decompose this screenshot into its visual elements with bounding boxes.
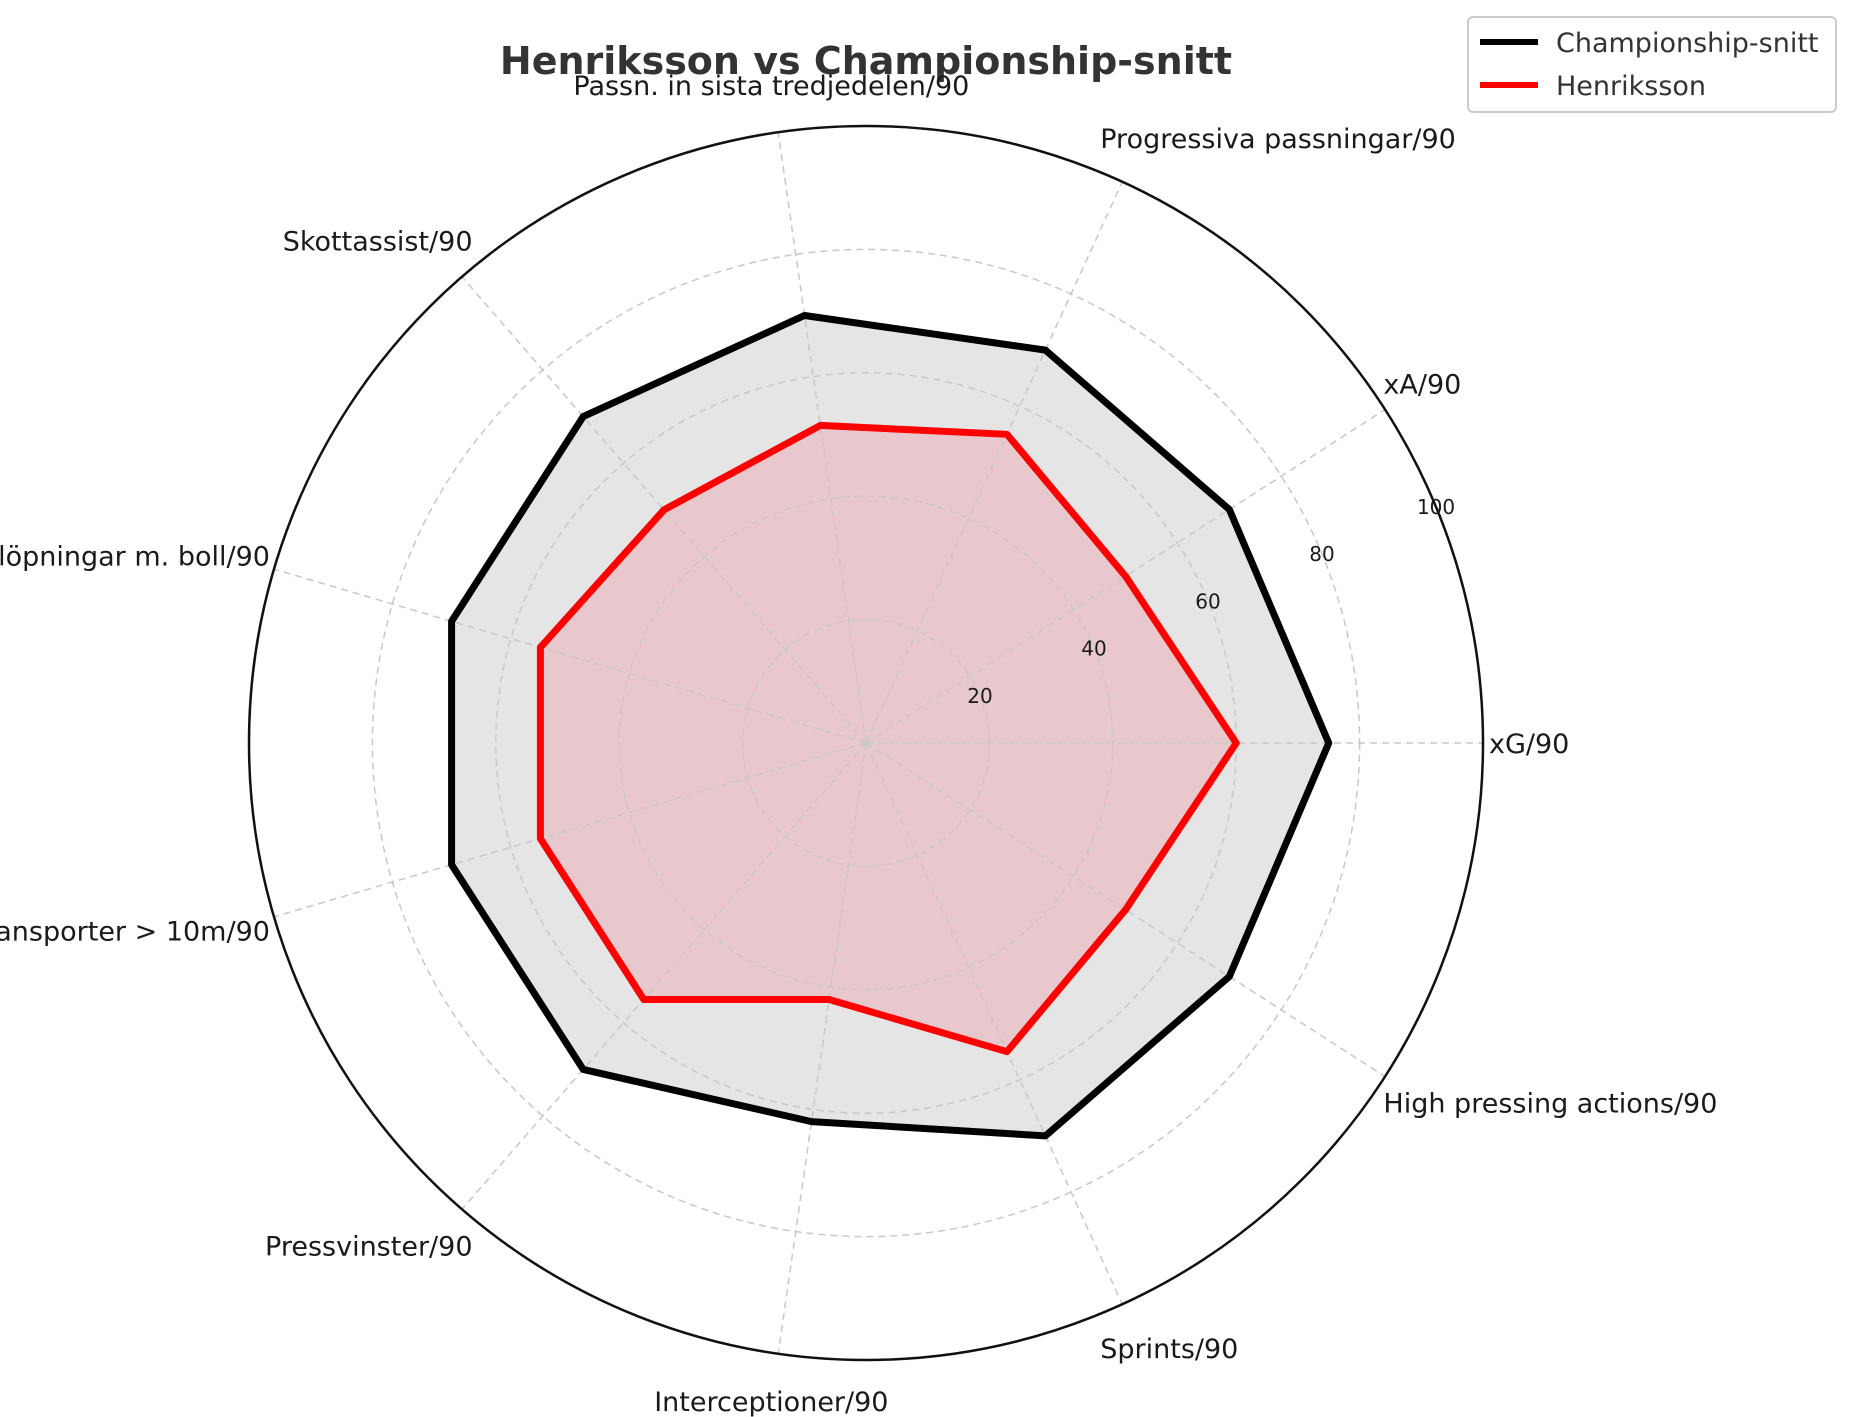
axis-label-3: Passn. in sista tredjedelen/90 bbox=[573, 71, 969, 102]
series-fills bbox=[451, 315, 1329, 1136]
tick-label-1: 40 bbox=[1081, 637, 1106, 661]
axis-spoke-7 bbox=[461, 742, 867, 1210]
axis-spoke-2 bbox=[865, 181, 1123, 744]
axis-spoke-6 bbox=[273, 742, 867, 918]
axis-spoke-9 bbox=[865, 742, 1123, 1305]
axis-spoke-8 bbox=[777, 742, 867, 1354]
axis-spoke-4 bbox=[461, 276, 867, 744]
series-lines bbox=[448, 311, 1333, 1140]
legend-box bbox=[1467, 16, 1837, 113]
axis-label-8: Interceptioner/90 bbox=[654, 1387, 888, 1417]
axis-spokes bbox=[273, 132, 1483, 1354]
tick-label-0: 20 bbox=[967, 684, 992, 708]
tick-label-3: 80 bbox=[1309, 542, 1334, 566]
chart-title: Henriksson vs Championship-snitt bbox=[500, 39, 1232, 83]
axis-label-5: Progressiva löpningar m. boll/90 bbox=[0, 542, 270, 573]
axis-label-7: Pressvinster/90 bbox=[265, 1232, 472, 1263]
series-fill-1 bbox=[540, 425, 1237, 1052]
outer-circle bbox=[247, 124, 1485, 1362]
legend-label-championship: Championship-snitt bbox=[1556, 28, 1819, 59]
axis-spoke-10 bbox=[865, 742, 1386, 1078]
outer-frame bbox=[247, 124, 1485, 1362]
series-line-0 bbox=[448, 311, 1333, 1140]
axis-spoke-5 bbox=[273, 568, 867, 744]
tick-label-4: 100 bbox=[1417, 495, 1455, 519]
series-line-1 bbox=[536, 421, 1240, 1056]
legend-label-henriksson: Henriksson bbox=[1556, 71, 1706, 102]
axis-label-9: Sprints/90 bbox=[1100, 1334, 1238, 1365]
axis-label-6: Bolltransporter > 10m/90 bbox=[0, 916, 270, 947]
axis-label-4: Skottassist/90 bbox=[283, 226, 473, 257]
axis-spoke-3 bbox=[777, 132, 867, 744]
legend: Championship-snitt Henriksson bbox=[1467, 16, 1837, 113]
radial-tick-labels: 20 40 60 80 100 bbox=[967, 495, 1455, 708]
axis-label-0: xG/90 bbox=[1489, 729, 1569, 760]
tick-label-2: 60 bbox=[1195, 589, 1220, 613]
axis-spoke-1 bbox=[865, 408, 1386, 744]
axis-label-2: Progressiva passningar/90 bbox=[1100, 124, 1456, 155]
axis-label-1: xA/90 bbox=[1383, 369, 1461, 400]
axis-labels: xG/90 xA/90 Progressiva passningar/90 Passn… bbox=[0, 71, 1717, 1417]
axis-label-10: High pressing actions/90 bbox=[1383, 1089, 1717, 1120]
